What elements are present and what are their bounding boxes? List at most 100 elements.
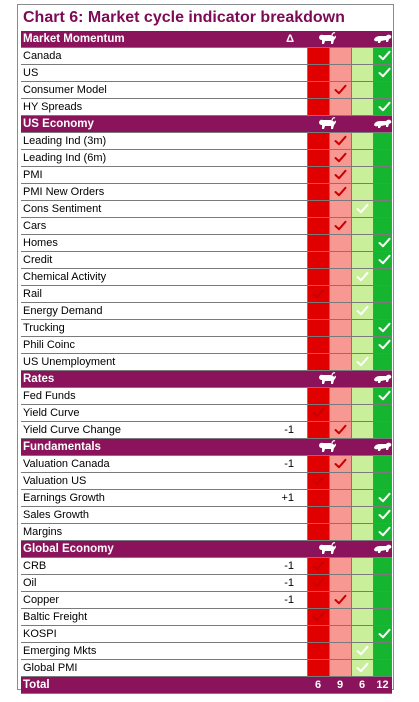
signal-cell [329, 643, 351, 659]
signal-cell [351, 524, 373, 540]
check-icon [378, 322, 391, 333]
check-icon [378, 101, 391, 112]
indicator-label: Trucking [23, 322, 65, 334]
indicator-row: Baltic Freight [21, 609, 392, 626]
signal-cell [329, 575, 351, 591]
signal-cell [329, 592, 351, 608]
signal-cell [373, 592, 392, 608]
indicator-label: Credit [23, 254, 53, 266]
signal-cell [329, 167, 351, 183]
bear-icon [373, 32, 393, 46]
signal-cell [329, 82, 351, 98]
signal-cell [351, 422, 373, 438]
signal-cell [329, 422, 351, 438]
signal-cell [329, 388, 351, 404]
signal-cell [351, 337, 373, 353]
check-icon [334, 152, 347, 163]
check-icon [378, 50, 391, 61]
signal-cell [373, 48, 392, 64]
check-icon [312, 407, 325, 418]
bear-icon [373, 440, 393, 454]
check-icon [378, 254, 391, 265]
indicator-row: Energy Demand [21, 303, 392, 320]
signal-cell [307, 354, 329, 370]
signal-cell [373, 252, 392, 268]
delta-value: -1 [284, 458, 294, 470]
section-title: Global Economy [23, 543, 114, 555]
signal-cell [373, 609, 392, 625]
signal-cell [351, 150, 373, 166]
signal-cell [351, 252, 373, 268]
signal-cell [307, 592, 329, 608]
indicator-row: PMI New Orders [21, 184, 392, 201]
signal-cell [329, 303, 351, 319]
signal-cell [373, 99, 392, 115]
signal-cell [351, 558, 373, 574]
signal-cell [329, 524, 351, 540]
indicator-label: Leading Ind (3m) [23, 135, 107, 147]
signal-cell [351, 592, 373, 608]
indicator-row: Consumer Model [21, 82, 392, 99]
signal-cell [373, 218, 392, 234]
signal-cell [307, 235, 329, 251]
signal-cell [373, 456, 392, 472]
signal-cell [307, 422, 329, 438]
signal-cell [329, 65, 351, 81]
section-header: Global Economy [21, 541, 392, 558]
signal-cell [373, 388, 392, 404]
indicator-label: Yield Curve Change [23, 424, 122, 436]
signal-cell [373, 643, 392, 659]
indicator-label: Margins [23, 526, 63, 538]
signal-cell [307, 609, 329, 625]
indicator-row: CRB -1 [21, 558, 392, 575]
signal-cell [373, 133, 392, 149]
signal-cell [329, 218, 351, 234]
signal-cell [351, 65, 373, 81]
indicator-chart: Chart 6: Market cycle indicator breakdow… [17, 4, 394, 694]
signal-cell [351, 167, 373, 183]
signal-cell [329, 235, 351, 251]
signal-cell [307, 524, 329, 540]
signal-cell [373, 473, 392, 489]
indicator-row: Fed Funds [21, 388, 392, 405]
section-title: Rates [23, 373, 55, 385]
indicator-label: US Unemployment [23, 356, 116, 368]
indicator-row: Rail [21, 286, 392, 303]
signal-cell [373, 626, 392, 642]
indicator-label: Copper [23, 594, 60, 606]
signal-cell [373, 575, 392, 591]
indicator-label: PMI [23, 169, 43, 181]
indicator-row: Emerging Mkts [21, 643, 392, 660]
signal-cell [351, 320, 373, 336]
indicator-row: PMI [21, 167, 392, 184]
signal-cell [329, 48, 351, 64]
indicator-label: Global PMI [23, 662, 78, 674]
check-icon [312, 475, 325, 486]
indicator-label: US [23, 67, 39, 79]
delta-value: -1 [284, 560, 294, 572]
check-icon [334, 424, 347, 435]
check-icon [312, 288, 325, 299]
check-icon [356, 203, 369, 214]
indicator-row: Credit [21, 252, 392, 269]
signal-cell [351, 133, 373, 149]
indicator-label: Emerging Mkts [23, 645, 97, 657]
check-icon [378, 67, 391, 78]
check-icon [356, 305, 369, 316]
signal-cell [373, 201, 392, 217]
signal-cell [373, 269, 392, 285]
signal-cell [307, 320, 329, 336]
indicator-row: Margins [21, 524, 392, 541]
indicator-row: US [21, 65, 392, 82]
signal-cell [373, 184, 392, 200]
indicator-label: Valuation US [23, 475, 87, 487]
signal-cell [329, 354, 351, 370]
check-icon [334, 84, 347, 95]
signal-cell [373, 507, 392, 523]
signal-cell [373, 303, 392, 319]
signal-cell [307, 303, 329, 319]
signal-cell [329, 269, 351, 285]
check-icon [312, 611, 325, 622]
total-value: 12 [376, 679, 389, 691]
indicator-row: Chemical Activity [21, 269, 392, 286]
